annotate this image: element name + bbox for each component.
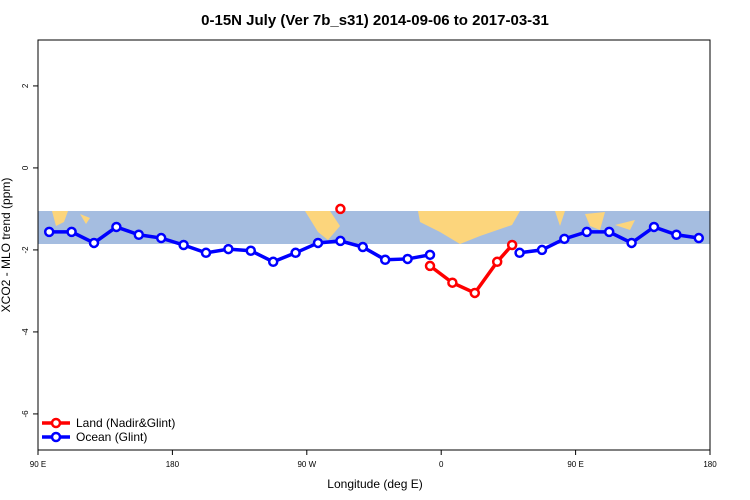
point [200,247,212,259]
x-tick-label: 90 E [567,460,583,469]
point [111,221,122,233]
point [267,256,279,268]
point [671,229,682,240]
plot-frame [37,39,711,451]
x-tick-label: 180 [703,460,717,469]
y-tick-label: 0 [21,165,30,170]
point [447,277,458,288]
y-tick-label: -4 [21,328,30,336]
point [648,221,660,233]
point [133,229,145,240]
point [223,243,234,255]
legend-marker [50,417,62,429]
point [491,256,503,268]
point [469,287,481,299]
y-tick-label: 2 [21,83,30,88]
point [603,226,615,238]
y-tick-label: -6 [21,410,30,418]
chart-title: 0-15N July (Ver 7b_s31) 2014-09-06 to 20… [201,12,549,29]
point [155,232,167,244]
point [693,232,705,244]
point [424,260,436,272]
point [357,241,369,253]
point [66,226,77,238]
x-tick-label: 0 [439,460,444,469]
x-tick-label: 90 E [30,460,46,469]
point [514,247,525,259]
point [245,245,257,256]
point [88,237,100,249]
legend-marker [50,431,62,443]
y-tick-label: -2 [21,246,30,254]
point [506,239,518,251]
legend-label: Land (Nadir&Glint) [76,416,175,430]
point [290,247,301,259]
point [335,235,346,247]
legend-label: Ocean (Glint) [76,430,147,444]
point [536,244,548,256]
point [626,237,637,249]
x-tick-label: 180 [166,460,180,469]
x-axis-label: Longitude (deg E) [327,477,422,491]
point [312,237,324,249]
point [335,203,346,215]
point [424,249,436,261]
point [581,226,593,238]
point [402,253,413,265]
point [379,254,391,266]
point [559,233,570,245]
point [43,226,55,238]
y-axis-label: XCO2 - MLO trend (ppm) [0,178,13,313]
series-line [428,243,514,296]
map-band [38,211,710,244]
point [178,239,189,251]
x-tick-label: 90 W [297,460,316,469]
